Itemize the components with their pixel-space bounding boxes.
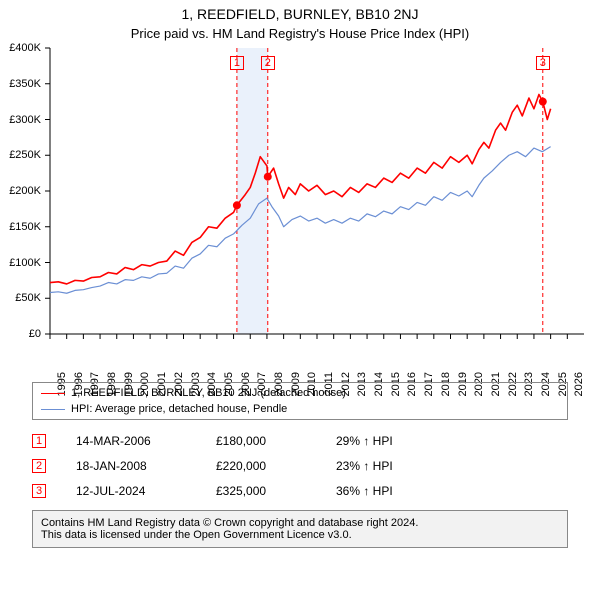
y-tick-label: £300K xyxy=(9,114,41,126)
page-subtitle: Price paid vs. HM Land Registry's House … xyxy=(0,26,600,41)
footer-line: This data is licensed under the Open Gov… xyxy=(41,529,567,541)
sale-marker: 3 xyxy=(536,56,550,70)
legend-label: 1, REEDFIELD, BURNLEY, BB10 2NJ (detache… xyxy=(71,387,346,399)
y-tick-label: £400K xyxy=(9,42,41,54)
y-tick-label: £150K xyxy=(9,221,41,233)
sale-marker-cell: 3 xyxy=(32,483,76,499)
sale-price: £180,000 xyxy=(216,434,336,448)
chart-svg xyxy=(50,48,584,334)
sale-delta: 29% ↑ HPI xyxy=(336,434,476,448)
y-tick-label: £0 xyxy=(29,328,41,340)
page: 1, REEDFIELD, BURNLEY, BB10 2NJ Price pa… xyxy=(0,0,600,590)
legend-item: HPI: Average price, detached house, Pend… xyxy=(41,401,567,417)
sale-row: 2 18-JAN-2008£220,00023% ↑ HPI xyxy=(32,453,476,478)
sale-delta: 36% ↑ HPI xyxy=(336,484,476,498)
legend-label: HPI: Average price, detached house, Pend… xyxy=(71,403,287,415)
legend: 1, REEDFIELD, BURNLEY, BB10 2NJ (detache… xyxy=(32,382,568,420)
footer-attribution: Contains HM Land Registry data © Crown c… xyxy=(32,510,568,548)
sale-marker: 2 xyxy=(32,459,46,473)
sale-marker: 3 xyxy=(32,484,46,498)
footer-line: Contains HM Land Registry data © Crown c… xyxy=(41,517,567,529)
sale-row: 3 12-JUL-2024£325,00036% ↑ HPI xyxy=(32,478,476,503)
sale-marker-cell: 1 xyxy=(32,433,76,449)
sale-marker: 2 xyxy=(261,56,275,70)
legend-item: 1, REEDFIELD, BURNLEY, BB10 2NJ (detache… xyxy=(41,385,567,401)
y-tick-label: £250K xyxy=(9,149,41,161)
sale-price: £220,000 xyxy=(216,459,336,473)
legend-swatch xyxy=(41,393,65,394)
price-chart: £0£50K£100K£150K£200K£250K£300K£350K£400… xyxy=(50,48,584,334)
sale-price: £325,000 xyxy=(216,484,336,498)
legend-swatch xyxy=(41,409,65,410)
y-tick-label: £350K xyxy=(9,78,41,90)
y-tick-label: £50K xyxy=(15,292,41,304)
sale-date: 18-JAN-2008 xyxy=(76,459,216,473)
x-tick-label: 2026 xyxy=(574,372,586,396)
sale-delta: 23% ↑ HPI xyxy=(336,459,476,473)
y-tick-label: £200K xyxy=(9,185,41,197)
sale-marker-cell: 2 xyxy=(32,458,76,474)
sales-table: 1 14-MAR-2006£180,00029% ↑ HPI 2 18-JAN-200… xyxy=(32,428,476,503)
sale-row: 1 14-MAR-2006£180,00029% ↑ HPI xyxy=(32,428,476,453)
sale-marker: 1 xyxy=(230,56,244,70)
page-title: 1, REEDFIELD, BURNLEY, BB10 2NJ xyxy=(0,6,600,22)
sale-date: 12-JUL-2024 xyxy=(76,484,216,498)
sale-marker: 1 xyxy=(32,434,46,448)
sale-date: 14-MAR-2006 xyxy=(76,434,216,448)
y-tick-label: £100K xyxy=(9,257,41,269)
